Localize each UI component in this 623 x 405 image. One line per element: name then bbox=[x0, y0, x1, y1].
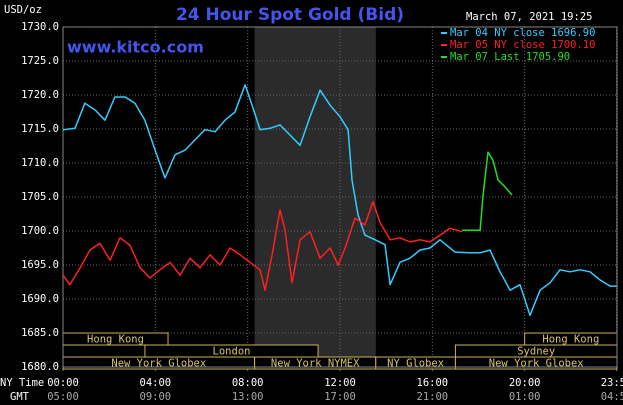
x-tick-label: 04:00 bbox=[140, 377, 172, 389]
x-tick-label: 12:00 bbox=[324, 377, 356, 389]
x2-axis-label: GMT bbox=[10, 391, 30, 403]
y-tick-label: 1700.0 bbox=[21, 225, 59, 237]
x-tick-label: 00:00 bbox=[47, 377, 79, 389]
x2-tick-label: 05:00 bbox=[47, 391, 79, 403]
y-tick-label: 1695.0 bbox=[21, 259, 59, 271]
x2-tick-label: 09:00 bbox=[140, 391, 172, 403]
y-tick-label: 1680.0 bbox=[21, 361, 59, 373]
x-tick-label: 08:00 bbox=[232, 377, 264, 389]
session-label: Sydney bbox=[517, 346, 555, 358]
series-line bbox=[62, 84, 617, 317]
session-label: New York NYMEX bbox=[271, 358, 360, 370]
x2-tick-label: 17:00 bbox=[324, 391, 356, 403]
x-axis-label: NY Time bbox=[0, 377, 44, 389]
y-tick-label: 1705.0 bbox=[21, 191, 59, 203]
legend-label: Mar 07 Last 1705.90 bbox=[450, 51, 570, 63]
session-label: Hong Kong bbox=[542, 334, 599, 346]
timestamp: March 07, 2021 19:25 bbox=[466, 11, 592, 23]
y-axis-label: USD/oz bbox=[4, 4, 42, 16]
y-tick-label: 1715.0 bbox=[21, 123, 59, 135]
x2-tick-label: 04:59 bbox=[601, 391, 623, 403]
y-tick-label: 1710.0 bbox=[21, 157, 59, 169]
y-tick-label: 1725.0 bbox=[21, 55, 59, 67]
legend-label: Mar 04 NY close 1696.90 bbox=[450, 27, 595, 39]
y-tick-label: 1720.0 bbox=[21, 89, 59, 101]
x-tick-label: 20:00 bbox=[509, 377, 541, 389]
series-line bbox=[462, 151, 513, 232]
plot-frame bbox=[62, 26, 618, 368]
subtitle: www.kitco.com bbox=[67, 38, 204, 57]
session-label: New York Globex bbox=[111, 358, 206, 370]
legend-label: Mar 05 NY close 1700.10 bbox=[450, 39, 595, 51]
y-tick-label: 1730.0 bbox=[21, 21, 59, 33]
x-tick-label: 23:59 bbox=[601, 377, 623, 389]
session-label: Hong Kong bbox=[87, 334, 144, 346]
x2-tick-label: 21:00 bbox=[417, 391, 449, 403]
session-label: NY Globex bbox=[387, 358, 444, 370]
chart-title: 24 Hour Spot Gold (Bid) bbox=[176, 5, 404, 25]
y-tick-label: 1685.0 bbox=[21, 327, 59, 339]
y-tick-label: 1690.0 bbox=[21, 293, 59, 305]
x2-tick-label: 13:00 bbox=[232, 391, 264, 403]
session-label: London bbox=[213, 346, 251, 358]
x2-tick-label: 01:00 bbox=[509, 391, 541, 403]
session-label: New York Globex bbox=[489, 358, 584, 370]
series-line bbox=[62, 201, 463, 291]
x-tick-label: 16:00 bbox=[417, 377, 449, 389]
